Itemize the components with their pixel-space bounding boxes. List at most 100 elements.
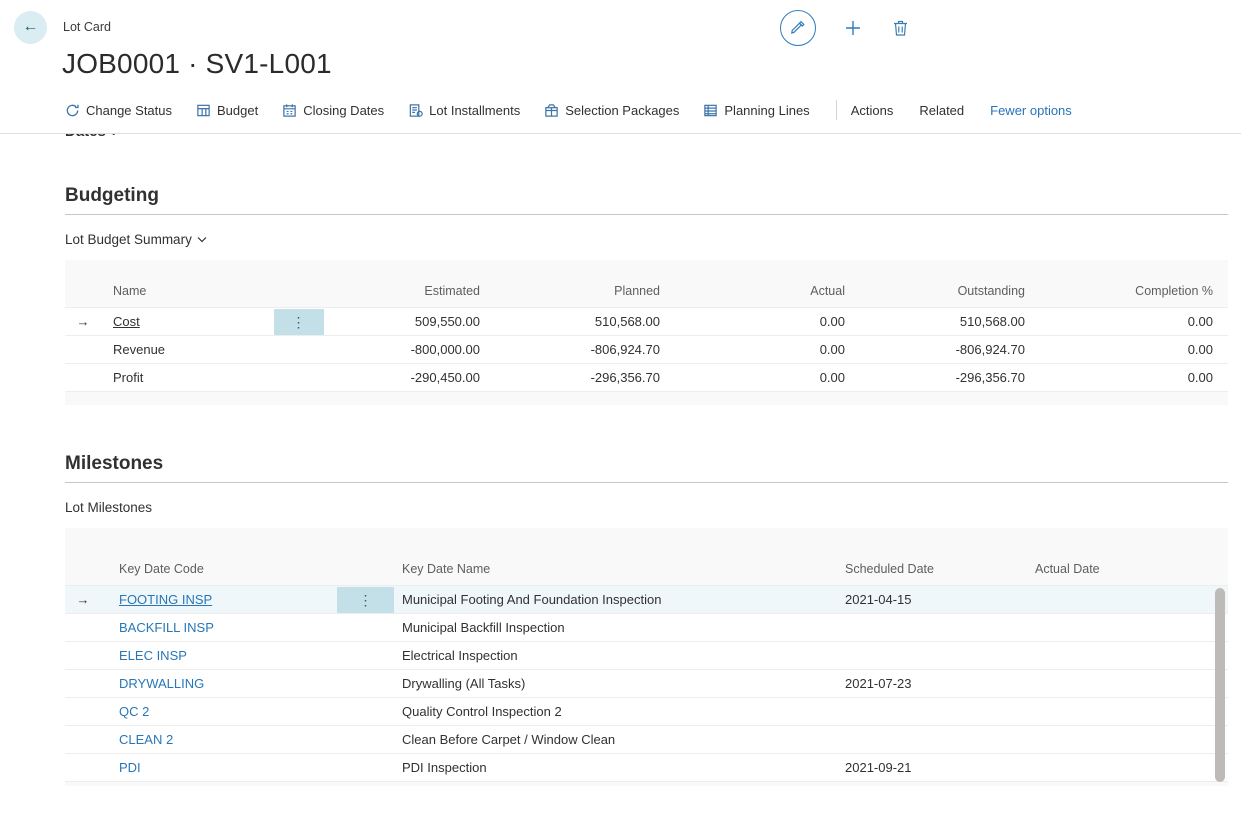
milestone-code-link[interactable]: PDI [119,760,141,775]
milestone-code-link[interactable]: BACKFILL INSP [119,620,214,635]
milestones-heading: Milestones [65,453,1228,483]
installments-icon [409,103,423,117]
milestone-code-cell: FOOTING INSP [101,592,333,607]
column-header-gutter [65,298,101,307]
budget-name-link[interactable]: Profit [113,370,144,385]
ribbon-item-label: Budget [217,102,259,118]
milestone-row[interactable]: PDI PDI Inspection 2021-09-21 [65,754,1228,782]
add-button[interactable] [842,17,864,39]
ribbon-lot-installments[interactable]: Lot Installments [408,103,520,118]
section-dates-label: Dates [65,134,106,140]
budget-name-cell: Revenue [101,342,271,357]
trash-icon [894,20,907,36]
budget-completion-cell: 0.00 [1187,342,1213,357]
milestone-name-cell: Electrical Inspection [402,648,518,663]
section-dates-collapsed[interactable]: Dates › [65,134,1241,140]
milestone-row[interactable]: DRYWALLING Drywalling (All Tasks) 2021-07-… [65,670,1228,698]
budgeting-section: Budgeting Lot Budget Summary Name Estimat… [65,185,1228,405]
ribbon-closing-dates[interactable]: Closing Dates [282,103,384,118]
lot-budget-summary-dropdown[interactable]: Lot Budget Summary [65,232,207,247]
budget-row[interactable]: Revenue -800,000.00 -806,924.70 0.00 -806,92… [65,336,1228,364]
milestone-row[interactable]: ELEC INSP Electrical Inspection [65,642,1228,670]
milestone-code-link[interactable]: CLEAN 2 [119,732,174,747]
fewer-options-link[interactable]: Fewer options [990,102,1072,118]
ribbon-item-label: Change Status [86,102,173,118]
column-header-key-date-code[interactable]: Key Date Code [119,562,204,576]
column-header-actual[interactable]: Actual [810,284,845,298]
milestone-code-link[interactable]: FOOTING INSP [119,592,213,607]
milestone-name-cell: PDI Inspection [402,760,487,775]
milestone-name-cell: Municipal Footing And Foundation Inspect… [402,592,662,607]
column-header-planned[interactable]: Planned [614,284,660,298]
ribbon-budget[interactable]: Budget [196,103,258,118]
clipped-section-zone: Dates › [65,134,1241,143]
budget-name-link[interactable]: Cost [113,314,140,329]
plus-icon [846,21,860,35]
column-header-scheduled-date[interactable]: Scheduled Date [845,562,934,576]
milestone-name-cell: Quality Control Inspection 2 [402,704,562,719]
calendar-icon [283,103,296,117]
column-header-menu [271,298,326,307]
budget-name-link[interactable]: Revenue [113,342,166,357]
budget-row[interactable]: → Cost ⋮ 509,550.00 510,568.00 0.00 510,568.00… [65,308,1228,336]
delete-button[interactable] [890,17,911,39]
budget-planned-cell: -296,356.70 [590,370,660,385]
budget-table-footer-pad [65,392,1228,405]
milestone-row[interactable]: BACKFILL INSP Municipal Backfill Inspecti… [65,614,1228,642]
back-button[interactable]: ← [14,10,47,44]
ribbon-item-label: Selection Packages [565,102,680,118]
ribbon-border [0,133,1241,134]
action-ribbon: Change Status Budget Closing Dates Lot I… [65,96,1241,124]
column-header-name[interactable]: Name [113,284,147,298]
row-ellipsis-button[interactable]: ⋮ [273,308,324,335]
column-header-menu [333,576,398,585]
column-header-estimated[interactable]: Estimated [424,284,480,298]
milestone-scheduled-cell: 2021-07-23 [845,676,912,691]
pencil-icon [791,20,805,34]
budget-table-body: → Cost ⋮ 509,550.00 510,568.00 0.00 510,568.00… [65,308,1228,392]
top-bar: ← Lot Card [0,0,1241,44]
related-menu[interactable]: Related [919,102,965,118]
column-header-completion[interactable]: Completion % [1135,284,1213,298]
actions-menu[interactable]: Actions [850,102,894,118]
column-header-key-date-name[interactable]: Key Date Name [402,562,491,576]
budget-estimated-cell: -290,450.00 [410,370,480,385]
milestone-code-cell: QC 2 [101,704,333,719]
milestone-code-cell: BACKFILL INSP [101,620,333,635]
budget-estimated-cell: 509,550.00 [414,314,480,329]
milestone-code-link[interactable]: ELEC INSP [119,648,187,663]
milestone-code-cell: PDI [101,760,333,775]
budget-icon [197,104,210,116]
milestone-row[interactable]: QC 2 Quality Control Inspection 2 [65,698,1228,726]
scrollbar-thumb[interactable] [1215,588,1225,782]
milestone-name-cell: Drywalling (All Tasks) [402,676,526,691]
page-title: JOB0001 · SV1-L001 [62,48,332,79]
edit-button[interactable] [780,10,816,46]
milestones-table-footer-pad [65,782,1228,786]
milestone-scheduled-cell: 2021-04-15 [845,592,912,607]
milestone-code-link[interactable]: QC 2 [119,704,150,719]
ribbon-selection-packages[interactable]: Selection Packages [544,103,679,118]
row-ellipsis-button[interactable]: ⋮ [337,586,394,613]
ribbon-planning-lines[interactable]: Planning Lines [703,103,810,118]
lot-milestones-label: Lot Milestones [65,500,153,515]
milestone-scheduled-cell: 2021-09-21 [845,760,912,775]
budget-estimated-cell: -800,000.00 [410,342,480,357]
row-selector-arrow: → [76,314,90,329]
column-header-actual-date[interactable]: Actual Date [1035,562,1100,576]
milestone-row[interactable]: CLEAN 2 Clean Before Carpet / Window Clea… [65,726,1228,754]
budget-actual-cell: 0.00 [819,314,845,329]
column-header-outstanding[interactable]: Outstanding [957,284,1025,298]
packages-icon [545,103,558,117]
milestone-row[interactable]: → FOOTING INSP ⋮ Municipal Footing And Foun… [65,586,1228,614]
milestones-scrollbar[interactable] [1214,588,1226,782]
budget-row[interactable]: Profit -290,450.00 -296,356.70 0.00 -296,356… [65,364,1228,392]
ribbon-change-status[interactable]: Change Status [65,103,172,118]
milestone-code-cell: ELEC INSP [101,648,333,663]
milestone-code-cell: CLEAN 2 [101,732,333,747]
column-header-gutter [65,576,101,585]
milestone-code-link[interactable]: DRYWALLING [119,676,205,691]
budget-name-cell: Profit [101,370,271,385]
budget-outstanding-cell: -806,924.70 [955,342,1025,357]
milestone-name-cell: Clean Before Carpet / Window Clean [402,732,616,747]
